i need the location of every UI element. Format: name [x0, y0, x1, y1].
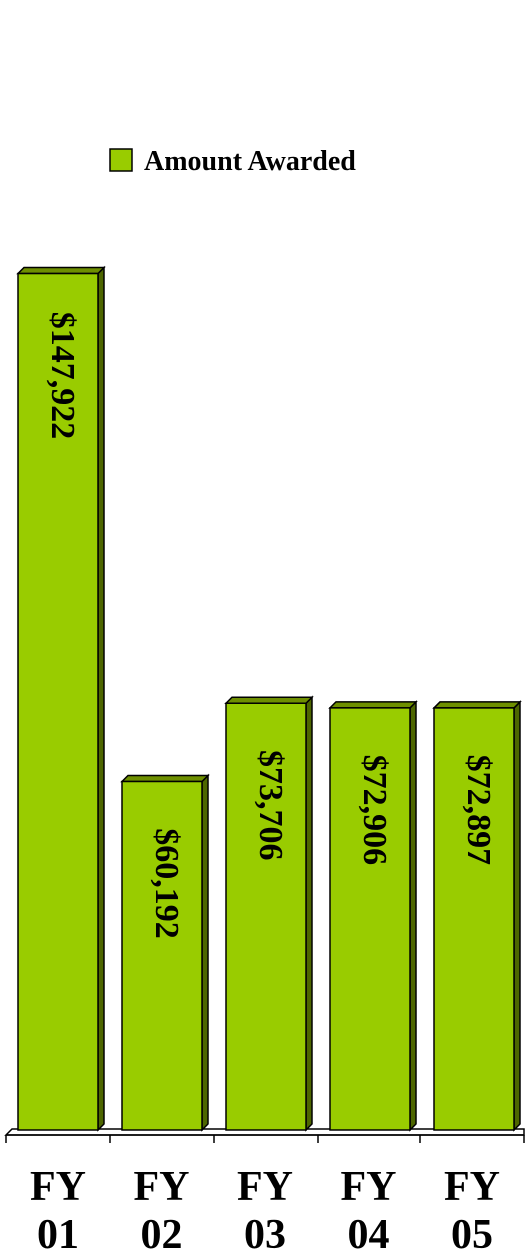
x-tick-label: FY 01: [30, 1164, 86, 1256]
x-tick-label: FY 04: [341, 1164, 397, 1256]
legend-label: Amount Awarded: [144, 146, 356, 177]
bar: $60,192: [120, 773, 210, 1132]
bar: $147,922: [16, 265, 106, 1132]
bar-top: [120, 774, 210, 783]
bar-front: [17, 272, 99, 1131]
bar-side: [513, 700, 521, 1132]
x-tick-label: FY 03: [237, 1164, 293, 1256]
x-tick-label: FY 05: [444, 1164, 500, 1256]
bar-front: [433, 707, 515, 1131]
x-axis: [5, 1134, 525, 1143]
bar-top: [224, 696, 314, 704]
data-label: $73,706: [252, 750, 289, 861]
data-label: $72,897: [460, 755, 497, 866]
bar-front: [225, 702, 307, 1131]
bar-side: [201, 773, 209, 1132]
legend-swatch: [109, 148, 133, 172]
bar-side: [305, 695, 313, 1132]
x-tick-labels: FY 01 FY 02 FY 03 FY 04 FY 05: [30, 1164, 500, 1256]
bar-top: [432, 701, 522, 709]
bar-front: [121, 780, 203, 1131]
legend: Amount Awarded: [109, 146, 356, 177]
bar-top: [16, 266, 106, 275]
x-tick-label: FY 02: [134, 1164, 190, 1256]
bar: $72,897: [432, 700, 522, 1132]
bar-top: [328, 701, 418, 709]
bar-side: [97, 265, 105, 1132]
bar: $73,706: [224, 695, 314, 1132]
bars: $147,922 $60,192 $73,706 $72,906 $72,897: [16, 265, 522, 1132]
data-label: $147,922: [44, 312, 81, 440]
data-label: $60,192: [148, 828, 185, 939]
data-label: $72,906: [356, 755, 393, 866]
bar: $72,906: [328, 700, 418, 1132]
bar-side: [409, 700, 417, 1132]
bar-front: [329, 707, 411, 1131]
